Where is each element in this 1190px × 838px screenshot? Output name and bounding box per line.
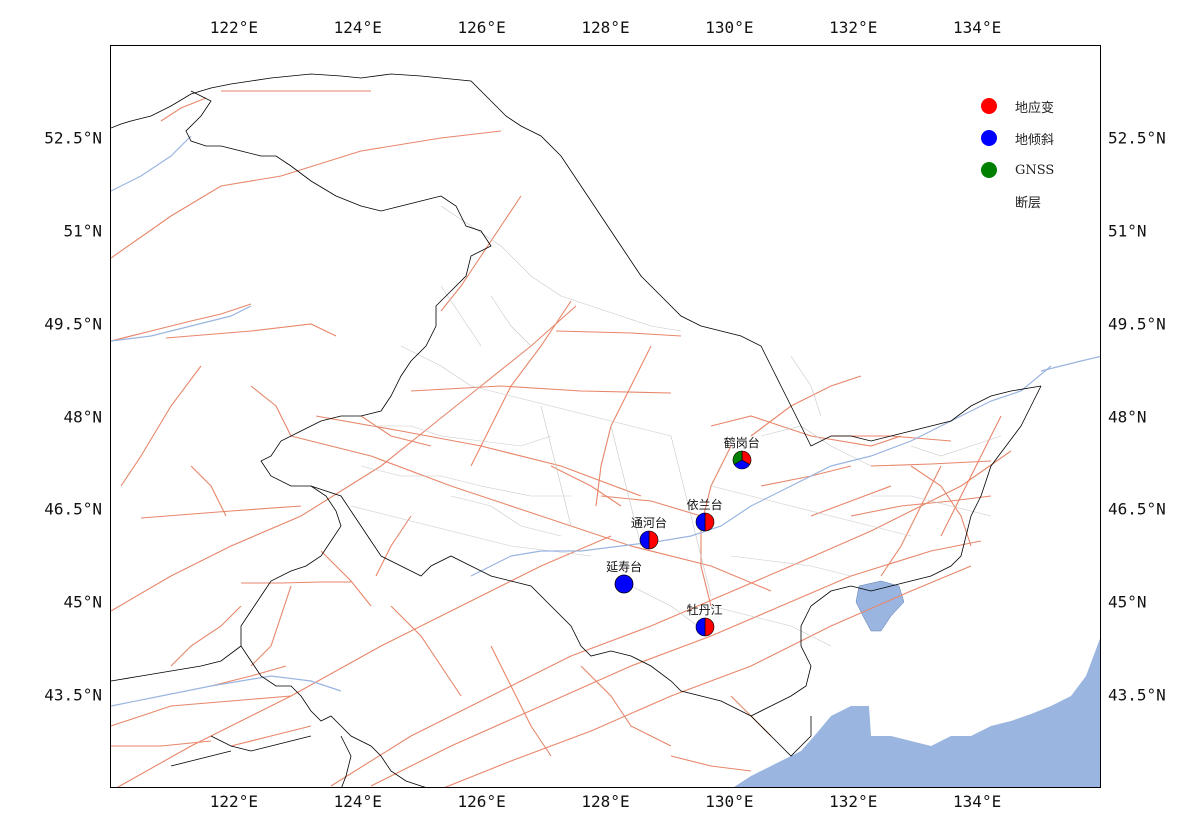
legend-label-strain: 地应变 bbox=[1015, 100, 1055, 116]
lat-tick-label-left: 52.5°N bbox=[44, 128, 102, 148]
blue-circle-icon bbox=[981, 130, 997, 146]
station-pie-slice bbox=[704, 512, 714, 532]
station-label: 牡丹江 bbox=[686, 603, 723, 618]
lake-khanka bbox=[855, 580, 905, 632]
province-borders bbox=[111, 73, 1042, 787]
lat-tick-label-right: 51°N bbox=[1108, 221, 1147, 241]
map-area[interactable] bbox=[110, 45, 1101, 788]
lon-tick-label-bottom: 122°E bbox=[209, 792, 258, 811]
lon-tick-label-bottom: 124°E bbox=[333, 792, 382, 811]
station-marker[interactable] bbox=[613, 573, 635, 595]
legend-item-tilt: 地倾斜 bbox=[975, 128, 1054, 148]
lat-tick-label-right: 43.5°N bbox=[1108, 685, 1166, 705]
lat-tick-label-left: 48°N bbox=[63, 407, 102, 426]
lon-tick-label-bottom: 130°E bbox=[705, 792, 754, 811]
station-label: 通河台 bbox=[630, 516, 667, 531]
lon-tick-label-top: 134°E bbox=[953, 18, 1002, 37]
station-pie-slice bbox=[695, 617, 705, 637]
station-label: 延寿台 bbox=[606, 559, 643, 574]
lat-tick-label-right: 52.5°N bbox=[1108, 128, 1166, 148]
lat-tick-label-right: 45°N bbox=[1108, 592, 1147, 612]
lat-tick-label-left: 46.5°N bbox=[44, 499, 102, 519]
lon-tick-label-top: 128°E bbox=[581, 18, 630, 37]
station-pie-slice bbox=[732, 450, 743, 465]
station-marker[interactable] bbox=[731, 449, 753, 471]
map-canvas bbox=[111, 73, 1100, 787]
lat-tick-label-right: 48°N bbox=[1108, 407, 1147, 426]
lon-tick-label-bottom: 134°E bbox=[953, 792, 1002, 811]
station-label: 依兰台 bbox=[686, 497, 723, 512]
station-pie-slice bbox=[704, 617, 714, 637]
legend-label-gnss: GNSS bbox=[1015, 162, 1055, 178]
legend-item-fault: 断层 bbox=[975, 191, 1041, 211]
fault-line-icon bbox=[981, 193, 997, 209]
lon-tick-label-bottom: 128°E bbox=[581, 792, 630, 811]
sea-area bbox=[734, 638, 1100, 787]
red-circle-icon bbox=[981, 98, 997, 114]
green-circle-icon bbox=[981, 162, 997, 178]
station-marker[interactable] bbox=[694, 511, 716, 533]
station-label: 鹤岗台 bbox=[723, 435, 760, 450]
lat-tick-label-left: 49.5°N bbox=[44, 314, 102, 334]
legend-item-strain: 地应变 bbox=[975, 96, 1054, 116]
station-pie-slice bbox=[695, 512, 705, 532]
lon-tick-label-top: 124°E bbox=[333, 18, 382, 37]
legend: 地应变 地倾斜 GNSS 断层 bbox=[975, 92, 1085, 222]
legend-item-gnss: GNSS bbox=[975, 160, 1054, 180]
lon-tick-label-bottom: 126°E bbox=[457, 792, 506, 811]
lon-tick-label-top: 130°E bbox=[705, 18, 754, 37]
station-marker[interactable] bbox=[638, 529, 660, 551]
lat-tick-label-right: 49.5°N bbox=[1108, 314, 1166, 334]
lat-tick-label-left: 45°N bbox=[63, 592, 102, 612]
lon-tick-label-bottom: 132°E bbox=[829, 792, 878, 811]
county-boundaries bbox=[350, 205, 1002, 647]
lon-tick-label-top: 132°E bbox=[829, 18, 878, 37]
station-pie-slice bbox=[614, 574, 634, 594]
lon-tick-label-top: 122°E bbox=[209, 18, 258, 37]
legend-label-fault: 断层 bbox=[1015, 195, 1042, 211]
station-marker[interactable] bbox=[694, 616, 716, 638]
lat-tick-label-left: 43.5°N bbox=[44, 685, 102, 705]
lat-tick-label-left: 51°N bbox=[63, 221, 102, 241]
lat-tick-label-right: 46.5°N bbox=[1108, 499, 1166, 519]
station-pie-slice bbox=[648, 531, 659, 550]
legend-label-tilt: 地倾斜 bbox=[1015, 132, 1055, 148]
rivers bbox=[111, 135, 1100, 707]
lon-tick-label-top: 126°E bbox=[457, 18, 506, 37]
station-pie-slice bbox=[639, 531, 650, 550]
